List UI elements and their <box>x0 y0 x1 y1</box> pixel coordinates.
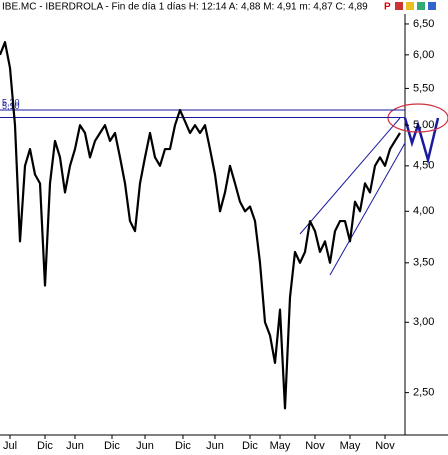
x-tick-label: May <box>340 440 361 452</box>
x-tick-label: Dic <box>242 440 258 452</box>
y-tick-label: 5,50 <box>413 82 434 94</box>
projection <box>403 117 440 165</box>
icon[interactable] <box>417 2 425 10</box>
x-tick-label: Dic <box>104 440 120 452</box>
y-tick-label: 4,50 <box>413 160 434 172</box>
y-tick-label: 4,00 <box>413 205 434 217</box>
icon[interactable] <box>428 2 436 10</box>
chart-title: IBE.MC - IBERDROLA - Fin de día 1 días H… <box>2 2 368 13</box>
icon[interactable] <box>406 2 414 10</box>
price-level-label: 5,10 <box>2 101 20 111</box>
y-tick-label: 6,50 <box>413 18 434 30</box>
price-level-label: 5,20 <box>2 97 20 107</box>
x-tick-label: Nov <box>305 440 325 452</box>
y-tick-label: 3,50 <box>413 257 434 269</box>
x-tick-label: Jun <box>206 440 224 452</box>
y-tick-label: 3,00 <box>413 316 434 328</box>
icon[interactable] <box>395 2 403 10</box>
trendline <box>329 142 406 276</box>
y-tick-label: 6,00 <box>413 49 434 61</box>
x-tick-label: Dic <box>37 440 53 452</box>
x-tick-label: May <box>270 440 291 452</box>
x-tick-label: Dic <box>175 440 191 452</box>
price-line <box>0 41 401 410</box>
x-tick-label: Jun <box>136 440 154 452</box>
x-tick-label: Nov <box>375 440 395 452</box>
x-tick-label: Jul <box>3 440 17 452</box>
indicator: P <box>384 2 391 13</box>
y-tick-label: 2,50 <box>413 387 434 399</box>
trendline <box>299 117 401 235</box>
y-tick-label: 5,00 <box>413 119 434 131</box>
x-tick-label: Jun <box>66 440 84 452</box>
